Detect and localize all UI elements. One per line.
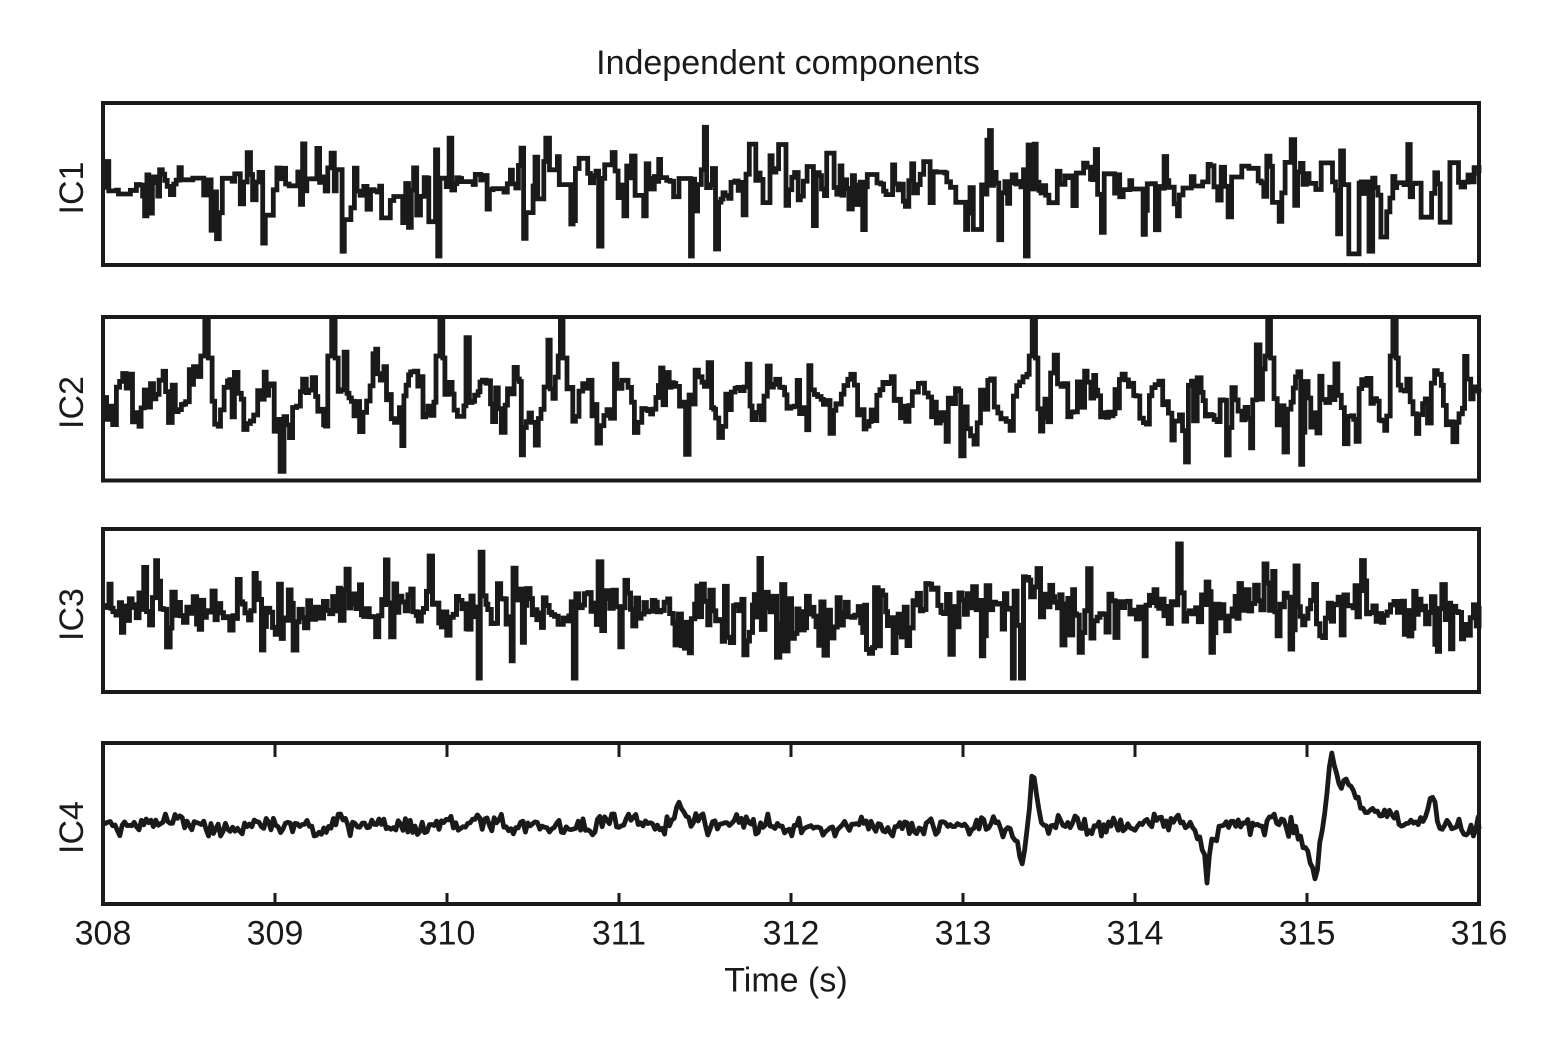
svg-text:IC1: IC1 [53,162,91,215]
svg-text:310: 310 [419,915,476,953]
svg-text:IC2: IC2 [53,376,91,429]
svg-text:IC4: IC4 [53,801,91,854]
svg-text:312: 312 [763,915,820,953]
svg-text:Time (s): Time (s) [724,962,847,1000]
svg-text:Independent components: Independent components [596,44,980,82]
svg-text:314: 314 [1107,915,1164,953]
svg-text:313: 313 [935,915,992,953]
svg-text:IC3: IC3 [53,588,91,641]
svg-text:316: 316 [1451,915,1508,953]
svg-text:311: 311 [592,915,646,953]
svg-text:309: 309 [247,915,304,953]
svg-text:315: 315 [1279,915,1336,953]
svg-text:308: 308 [75,915,132,953]
